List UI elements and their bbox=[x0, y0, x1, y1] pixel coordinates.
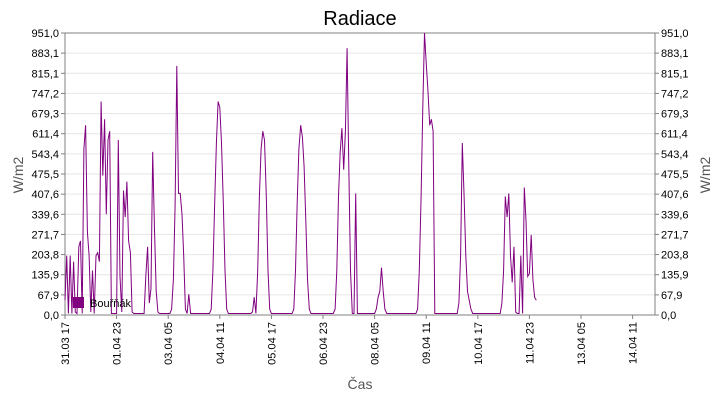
legend-label-bournak: Bouřňák bbox=[90, 298, 131, 310]
y-tick-label: 475,5 bbox=[31, 169, 59, 181]
y-tick-label-right: 611,4 bbox=[661, 129, 688, 141]
x-tick-label: 31.03 17 bbox=[60, 322, 72, 365]
x-tick-label: 08.04 05 bbox=[370, 322, 382, 365]
y-tick-label-right: 679,3 bbox=[661, 109, 689, 121]
legend-swatch-bournak bbox=[73, 297, 84, 308]
y-tick-label-right: 271,7 bbox=[661, 229, 689, 241]
y-tick-label-right: 0,0 bbox=[661, 310, 676, 322]
y-tick-label: 203,8 bbox=[31, 250, 59, 262]
y-tick-label: 951,0 bbox=[31, 28, 59, 40]
y-tick-label-right: 815,1 bbox=[661, 68, 689, 80]
y-axis-right: 0,0 67,9 135,9 203,8 271,7 339,6 407,6 475,5 543… bbox=[655, 28, 689, 322]
chart-title: Radiace bbox=[323, 8, 396, 30]
y-axis-label-right: W/m2 bbox=[697, 157, 713, 194]
x-tick-label: 01.04 23 bbox=[112, 322, 124, 365]
x-tick-label: 14.04 11 bbox=[628, 322, 640, 364]
y-tick-label: 407,6 bbox=[31, 189, 59, 201]
y-tick-label-right: 407,6 bbox=[661, 189, 689, 201]
x-axis-label: Čas bbox=[348, 376, 373, 392]
y-tick-label-right: 951,0 bbox=[661, 28, 689, 40]
y-tick-label-right: 339,6 bbox=[661, 209, 689, 221]
y-tick-label-right: 135,9 bbox=[661, 270, 689, 282]
y-tick-label: 339,6 bbox=[31, 209, 59, 221]
x-tick-label: 10.04 17 bbox=[473, 322, 485, 365]
x-tick-label: 03.04 05 bbox=[163, 322, 175, 365]
y-tick-label-right: 883,1 bbox=[661, 48, 689, 60]
y-tick-label-right: 543,4 bbox=[661, 149, 689, 161]
y-tick-label-right: 67,9 bbox=[661, 290, 682, 302]
y-tick-label: 815,1 bbox=[31, 68, 59, 80]
x-axis: 31.03 17 01.04 23 03.04 05 04.04 11 05.04 17… bbox=[60, 315, 640, 365]
y-tick-label: 747,2 bbox=[31, 88, 59, 100]
y-axis-label-left: W/m2 bbox=[10, 157, 26, 194]
y-tick-label: 135,9 bbox=[31, 270, 59, 282]
legend: Bouřňák bbox=[73, 297, 131, 310]
y-tick-label: 67,9 bbox=[38, 290, 59, 302]
y-tick-label: 883,1 bbox=[31, 48, 59, 60]
y-tick-label: 0,0 bbox=[44, 310, 59, 322]
series-line-bournak bbox=[64, 32, 537, 315]
y-tick-label: 271,7 bbox=[31, 229, 59, 241]
grid-lines bbox=[65, 52, 655, 296]
y-tick-label-right: 747,2 bbox=[661, 88, 689, 100]
y-tick-label: 543,4 bbox=[31, 149, 59, 161]
x-tick-label: 05.04 17 bbox=[266, 322, 278, 365]
x-tick-label: 09.04 11 bbox=[421, 322, 433, 364]
x-tick-label: 11.04 23 bbox=[524, 322, 536, 364]
x-tick-label: 13.04 05 bbox=[576, 322, 588, 365]
y-axis-left: 0,0 67,9 135,9 203,8 271,7 339,6 407,6 475,5 543… bbox=[31, 28, 65, 322]
y-tick-label: 611,4 bbox=[32, 129, 59, 141]
y-tick-label-right: 475,5 bbox=[661, 169, 689, 181]
x-tick-label: 06.04 23 bbox=[318, 322, 330, 365]
y-tick-label-right: 203,8 bbox=[661, 250, 689, 262]
x-tick-label: 04.04 11 bbox=[215, 322, 227, 364]
y-tick-label: 679,3 bbox=[31, 109, 59, 121]
